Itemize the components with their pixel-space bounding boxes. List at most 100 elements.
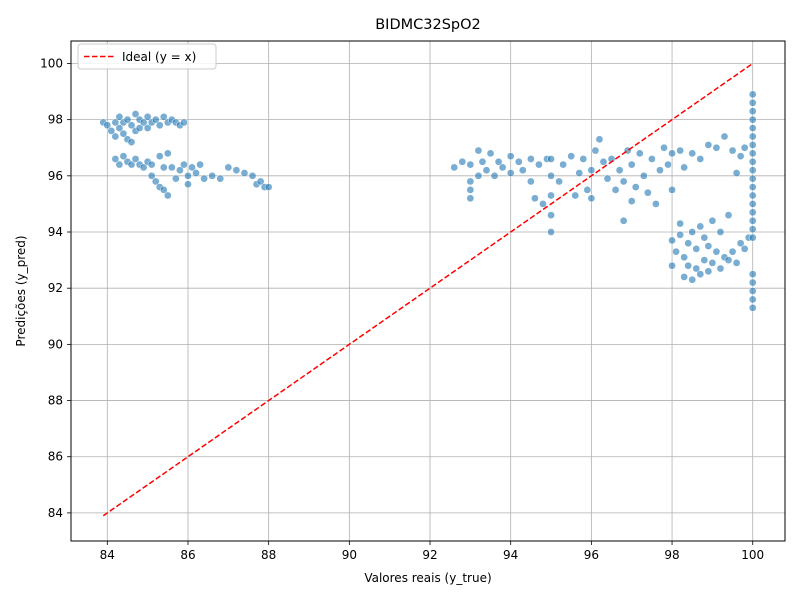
data-point <box>163 149 172 158</box>
x-tick-label: 84 <box>100 548 115 562</box>
data-point <box>498 163 507 172</box>
data-point <box>571 191 580 200</box>
data-point <box>599 157 608 166</box>
data-point <box>256 177 265 186</box>
data-point <box>575 169 584 177</box>
data-point <box>748 208 757 217</box>
data-point <box>748 124 757 132</box>
y-axis: 84 86 88 90 92 94 96 98 100 <box>40 56 71 520</box>
data-point <box>712 247 721 256</box>
chart-title: BIDMC32SpO2 <box>375 17 481 33</box>
data-point <box>232 166 241 175</box>
data-point <box>143 124 152 132</box>
data-point <box>748 132 757 141</box>
y-tick-label: 88 <box>48 394 63 408</box>
data-point <box>672 247 680 256</box>
data-point <box>615 166 624 175</box>
x-tick-label: 92 <box>422 548 437 562</box>
data-point <box>180 160 188 169</box>
y-tick-label: 94 <box>48 225 63 239</box>
data-point <box>748 233 757 242</box>
data-points <box>99 90 757 312</box>
data-point <box>151 177 160 186</box>
y-tick-label: 100 <box>40 56 63 70</box>
data-point <box>180 118 188 127</box>
data-point <box>143 112 152 121</box>
data-point <box>748 98 757 107</box>
data-point <box>676 146 684 155</box>
y-tick-label: 92 <box>48 281 63 295</box>
legend: Ideal (y = x) <box>77 43 217 70</box>
legend-box <box>77 43 217 70</box>
data-point <box>527 155 535 163</box>
data-point <box>559 160 567 169</box>
data-point <box>547 171 555 180</box>
ideal-line <box>102 62 754 517</box>
data-point <box>664 160 672 169</box>
data-point <box>115 124 124 132</box>
data-point <box>567 152 576 161</box>
data-point <box>748 200 757 208</box>
data-point <box>192 169 200 177</box>
data-point <box>696 155 705 163</box>
data-point <box>716 264 725 273</box>
x-tick-label: 98 <box>664 548 679 562</box>
data-point <box>748 115 757 124</box>
data-point <box>748 183 757 191</box>
data-point <box>163 191 172 200</box>
data-point <box>643 188 652 197</box>
data-point <box>700 233 709 242</box>
data-point <box>748 90 757 99</box>
data-point <box>486 149 495 158</box>
data-point <box>167 163 176 172</box>
data-point <box>631 183 640 191</box>
data-point <box>676 230 684 239</box>
data-point <box>688 275 697 284</box>
data-point <box>652 200 660 208</box>
y-tick-label: 90 <box>48 337 63 351</box>
x-tick-label: 88 <box>261 548 276 562</box>
data-point <box>579 155 588 163</box>
data-point <box>147 171 156 180</box>
data-point <box>684 261 693 270</box>
data-point <box>696 222 705 231</box>
data-point <box>639 171 648 180</box>
data-point <box>547 228 555 236</box>
data-point <box>619 216 628 225</box>
data-point <box>748 216 757 225</box>
data-point <box>748 278 757 287</box>
data-point <box>720 132 729 141</box>
data-point <box>139 163 148 172</box>
data-point <box>184 180 192 189</box>
data-point <box>748 107 757 116</box>
y-tick-label: 96 <box>48 169 63 183</box>
data-point <box>680 253 689 262</box>
data-point <box>684 239 693 248</box>
data-point <box>531 194 539 203</box>
data-point <box>736 239 745 248</box>
x-tick-label: 94 <box>503 548 518 562</box>
data-point <box>587 194 596 203</box>
data-point <box>704 242 713 250</box>
data-point <box>704 141 713 149</box>
data-point <box>587 166 596 175</box>
data-point <box>740 143 749 152</box>
data-point <box>635 149 644 158</box>
data-point <box>494 157 503 166</box>
data-point <box>660 143 668 152</box>
x-tick-label: 100 <box>741 548 764 562</box>
data-point <box>583 186 592 194</box>
data-point <box>611 186 620 194</box>
data-point <box>712 143 721 152</box>
data-point <box>478 157 487 166</box>
data-point <box>740 245 749 253</box>
data-point <box>119 129 128 138</box>
data-point <box>127 138 136 146</box>
data-point <box>115 160 124 169</box>
data-point <box>147 160 156 169</box>
data-point <box>748 225 757 234</box>
data-point <box>111 118 120 127</box>
data-point <box>748 149 757 158</box>
data-point <box>224 163 233 172</box>
data-point <box>688 228 697 236</box>
